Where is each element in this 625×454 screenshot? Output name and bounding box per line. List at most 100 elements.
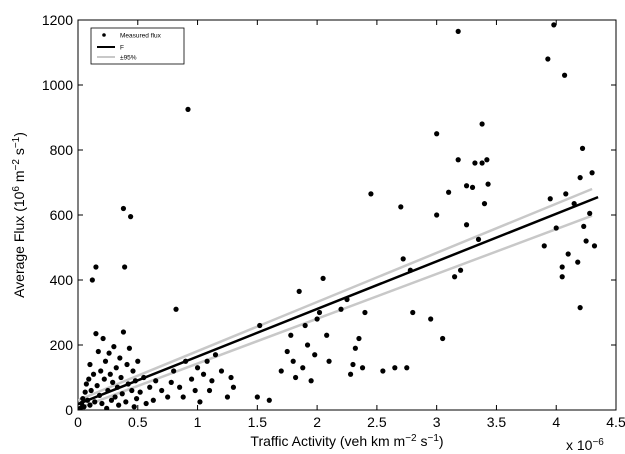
data-point [81,404,87,410]
plot-area [77,19,617,411]
data-point [92,399,98,405]
data-point [98,368,104,374]
data-point [173,306,179,312]
data-point [171,368,177,374]
data-point [292,374,299,381]
data-point [547,196,553,202]
data-point [583,238,589,244]
data-point [541,243,547,249]
data-point [128,214,134,220]
data-point [118,374,124,381]
data-point [591,243,598,249]
data-point [185,106,191,112]
data-point [312,352,318,358]
x-tick-label: 0.5 [128,414,148,430]
data-point [228,374,234,381]
data-point [204,358,210,364]
data-point [82,389,88,395]
data-point [88,387,94,394]
x-tick-label: 4.5 [606,414,625,430]
data-point [83,381,89,387]
data-point [338,306,344,312]
legend: Measured flux F ±95% [90,27,185,65]
data-point [479,121,485,127]
data-point [102,358,109,364]
data-point [380,368,386,374]
data-point [463,183,470,189]
data-point [284,348,290,355]
data-point [551,22,557,28]
data-point [224,394,231,400]
data-point [119,391,125,397]
data-point [463,222,470,228]
data-point [104,405,110,410]
data-point [116,402,122,408]
data-point [257,322,263,329]
data-point [197,399,203,405]
y-axis-label: Average Flux (106 m−2 s−1) [11,132,28,298]
data-point [117,355,123,361]
x-multiplier-label: x 10−6 [566,437,604,454]
data-point [559,274,565,280]
data-point [200,371,207,377]
data-point [452,274,458,280]
ci-upper-line [78,187,593,402]
data-point [352,345,358,351]
data-point [565,251,571,257]
y-tick-label: 1000 [42,77,73,93]
data-point [326,358,332,364]
data-point [112,394,118,400]
data-point [472,160,478,166]
x-tick-label: 1 [194,414,202,430]
data-point [106,350,112,356]
data-point [455,157,461,163]
data-point [124,361,130,368]
data-point [347,371,354,377]
data-point [126,345,133,351]
data-point [209,378,215,384]
data-point [133,396,140,402]
data-point [296,288,302,294]
data-point [356,335,362,342]
data-point [400,256,406,262]
data-point [120,205,127,212]
ci-lower-line [78,214,593,410]
data-point [87,361,93,368]
data-point [446,189,452,195]
data-point [86,376,92,382]
data-point [159,387,165,394]
data-point [147,384,153,390]
y-tick-label: 0 [65,402,73,418]
data-point [120,329,127,335]
legend-measured-flux-marker [102,33,106,37]
data-point [359,365,366,371]
data-point [304,342,311,348]
data-point [398,204,404,210]
data-point [212,352,219,358]
data-point [589,170,595,176]
data-point [165,394,171,400]
data-point [404,365,410,371]
fit-line [78,195,599,406]
data-point [320,275,326,281]
data-point [123,399,129,405]
data-point [108,397,115,403]
x-tick-label: 2.5 [367,414,387,430]
data-point [577,175,583,181]
y-tick-label: 200 [50,337,74,353]
data-point [122,264,128,270]
data-point [434,212,440,218]
y-tick-label: 400 [50,272,74,288]
data-point [308,378,314,384]
data-point [553,225,559,231]
data-point [368,191,374,197]
data-point [143,400,149,407]
data-point [575,259,581,265]
data-point [577,305,583,311]
data-point [180,394,186,400]
data-point [150,397,156,403]
data-point [314,316,320,322]
data-point [362,309,368,316]
data-point [434,131,440,137]
